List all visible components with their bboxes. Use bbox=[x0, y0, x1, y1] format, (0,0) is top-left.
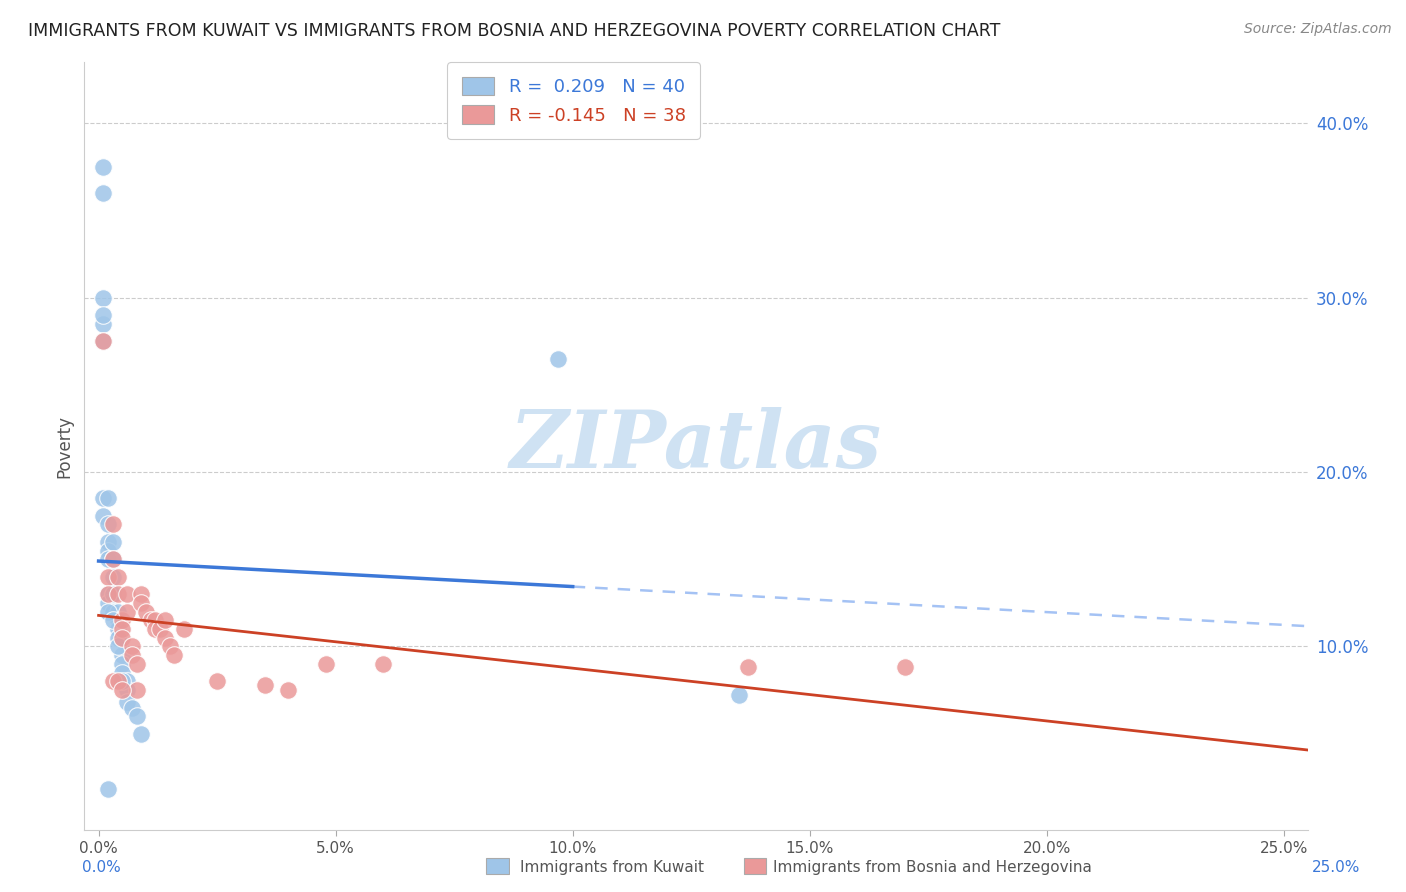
Point bbox=[129, 587, 152, 601]
Point bbox=[91, 291, 114, 305]
Point bbox=[139, 613, 162, 627]
Point bbox=[107, 640, 129, 654]
FancyBboxPatch shape bbox=[486, 858, 509, 874]
Text: Immigrants from Kuwait: Immigrants from Kuwait bbox=[520, 860, 704, 874]
Point bbox=[547, 351, 569, 366]
Point bbox=[91, 334, 114, 349]
Point bbox=[97, 587, 120, 601]
Point bbox=[111, 648, 134, 663]
Point bbox=[101, 517, 124, 532]
Point bbox=[111, 631, 134, 645]
Point bbox=[101, 587, 124, 601]
Point bbox=[115, 683, 138, 698]
Point bbox=[125, 709, 148, 723]
Point bbox=[111, 613, 134, 627]
Point bbox=[111, 683, 134, 698]
Point bbox=[101, 674, 124, 689]
Point bbox=[371, 657, 394, 671]
Point bbox=[97, 596, 120, 610]
Point bbox=[97, 587, 120, 601]
Point bbox=[125, 657, 148, 671]
Point bbox=[135, 605, 157, 619]
Point bbox=[727, 689, 749, 703]
Point bbox=[91, 308, 114, 322]
Point bbox=[101, 570, 124, 584]
Point bbox=[121, 648, 143, 663]
Legend: R =  0.209   N = 40, R = -0.145   N = 38: R = 0.209 N = 40, R = -0.145 N = 38 bbox=[447, 62, 700, 139]
Text: Immigrants from Bosnia and Herzegovina: Immigrants from Bosnia and Herzegovina bbox=[773, 860, 1092, 874]
Point bbox=[149, 622, 172, 636]
Point bbox=[101, 605, 124, 619]
Point bbox=[97, 517, 120, 532]
Point bbox=[153, 631, 176, 645]
Point bbox=[107, 674, 129, 689]
Point bbox=[737, 660, 759, 674]
Point bbox=[159, 640, 181, 654]
Point bbox=[97, 491, 120, 506]
Text: 25.0%: 25.0% bbox=[1312, 860, 1360, 874]
Point bbox=[97, 534, 120, 549]
Point bbox=[107, 622, 129, 636]
Point bbox=[129, 596, 152, 610]
Point bbox=[91, 317, 114, 331]
Point bbox=[91, 334, 114, 349]
Point bbox=[111, 665, 134, 680]
Point bbox=[107, 605, 129, 619]
Point bbox=[97, 782, 120, 797]
Point bbox=[97, 605, 120, 619]
Point bbox=[111, 674, 134, 689]
Point bbox=[107, 613, 129, 627]
Point bbox=[115, 587, 138, 601]
Point bbox=[107, 570, 129, 584]
FancyBboxPatch shape bbox=[744, 858, 766, 874]
Point bbox=[115, 695, 138, 709]
Point bbox=[253, 678, 276, 692]
Point bbox=[111, 622, 134, 636]
Point bbox=[107, 587, 129, 601]
Point bbox=[91, 186, 114, 201]
Point bbox=[101, 534, 124, 549]
Point bbox=[121, 700, 143, 714]
Point bbox=[97, 552, 120, 566]
Y-axis label: Poverty: Poverty bbox=[55, 415, 73, 477]
Point bbox=[115, 674, 138, 689]
Point bbox=[111, 657, 134, 671]
Point bbox=[101, 552, 124, 566]
Point bbox=[91, 491, 114, 506]
Point bbox=[145, 613, 167, 627]
Point bbox=[205, 674, 228, 689]
Point bbox=[163, 648, 186, 663]
Text: IMMIGRANTS FROM KUWAIT VS IMMIGRANTS FROM BOSNIA AND HERZEGOVINA POVERTY CORRELA: IMMIGRANTS FROM KUWAIT VS IMMIGRANTS FRO… bbox=[28, 22, 1001, 40]
Point bbox=[107, 631, 129, 645]
Point bbox=[91, 508, 114, 523]
Point bbox=[115, 605, 138, 619]
Point bbox=[97, 543, 120, 558]
Point bbox=[97, 570, 120, 584]
Point bbox=[101, 552, 124, 566]
Text: ZIPatlas: ZIPatlas bbox=[510, 408, 882, 484]
Point bbox=[173, 622, 195, 636]
Point bbox=[101, 613, 124, 627]
Point bbox=[315, 657, 337, 671]
Point bbox=[91, 160, 114, 174]
Point bbox=[145, 622, 167, 636]
Text: 0.0%: 0.0% bbox=[82, 860, 121, 874]
Point bbox=[129, 726, 152, 740]
Point bbox=[277, 683, 299, 698]
Point bbox=[153, 613, 176, 627]
Point bbox=[893, 660, 915, 674]
Text: Source: ZipAtlas.com: Source: ZipAtlas.com bbox=[1244, 22, 1392, 37]
Point bbox=[125, 683, 148, 698]
Point bbox=[121, 640, 143, 654]
